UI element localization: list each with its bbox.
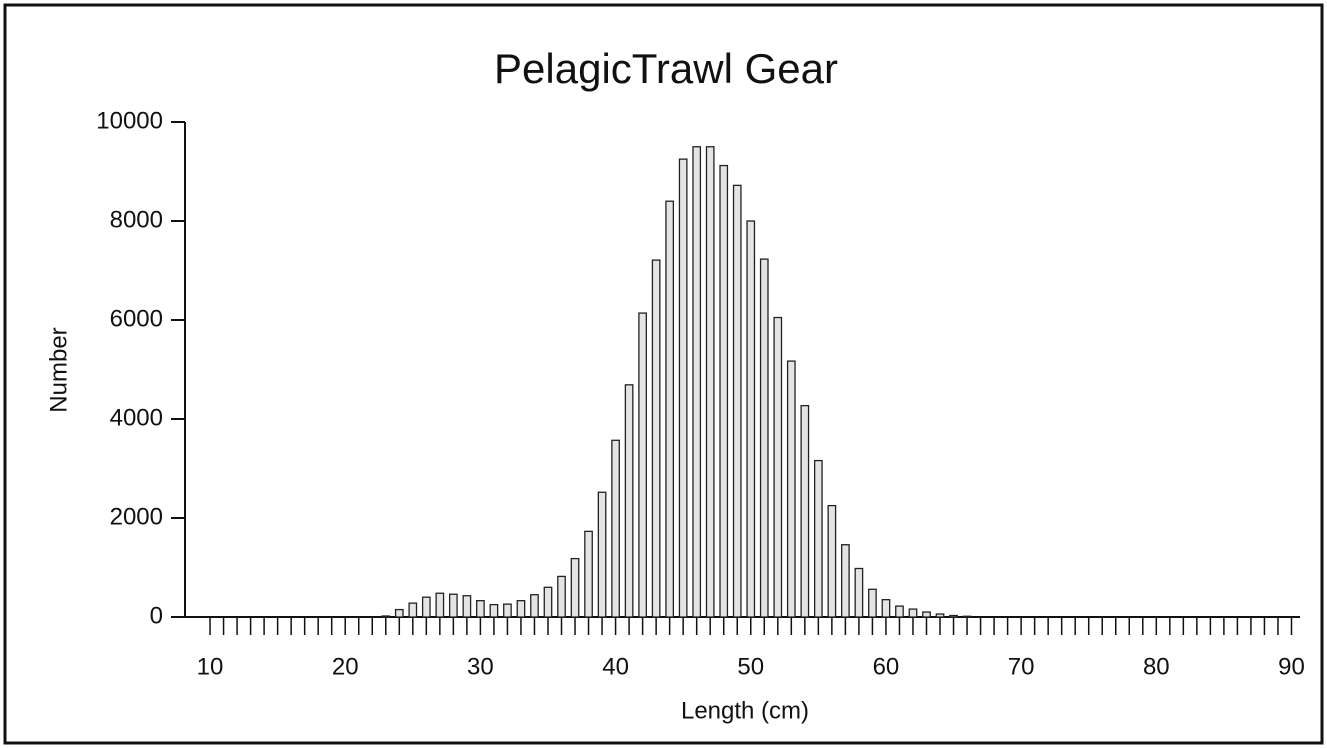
bar	[543, 586, 553, 618]
y-tick-label: 6000	[110, 305, 163, 332]
bar	[462, 595, 472, 618]
y-tick-label: 0	[150, 602, 163, 629]
bar	[705, 146, 715, 618]
x-tick-label: 90	[1278, 653, 1305, 680]
bar	[381, 615, 391, 618]
x-tick-label: 50	[737, 653, 764, 680]
x-tick-label: 20	[332, 653, 359, 680]
bar	[530, 594, 539, 618]
bar	[651, 259, 661, 618]
bar	[895, 605, 904, 618]
x-tick-label: 60	[873, 653, 900, 680]
bar	[624, 384, 634, 618]
bar	[489, 603, 499, 618]
bar	[719, 164, 729, 618]
bar	[394, 608, 404, 618]
bar	[854, 567, 864, 618]
bar	[611, 439, 620, 618]
bar	[421, 596, 431, 618]
bar	[448, 593, 458, 618]
bar	[881, 599, 891, 618]
x-tick-label: 40	[602, 653, 629, 680]
y-axis-label: Number	[45, 327, 72, 412]
x-tick-label: 10	[197, 653, 224, 680]
bar	[665, 200, 675, 618]
bar	[800, 404, 810, 618]
bar	[597, 491, 607, 618]
bar	[516, 600, 526, 618]
bar	[922, 611, 931, 618]
bar	[868, 588, 877, 618]
bar	[557, 575, 566, 618]
bar	[813, 459, 823, 618]
x-tick-label: 80	[1143, 653, 1170, 680]
bar	[408, 602, 418, 618]
bar	[638, 312, 647, 618]
bar	[962, 615, 972, 618]
bar	[949, 614, 958, 618]
bar	[476, 600, 485, 618]
bar	[827, 504, 837, 618]
y-tick-label: 4000	[110, 404, 163, 431]
bar	[678, 158, 688, 618]
bar	[759, 258, 769, 618]
bar	[503, 603, 512, 618]
bar	[746, 220, 756, 618]
frame	[3, 3, 1324, 745]
bar	[570, 557, 580, 618]
y-tick-label: 8000	[110, 206, 163, 233]
bar	[692, 146, 702, 618]
x-tick-label: 70	[1008, 653, 1035, 680]
y-tick-label: 10000	[96, 107, 163, 134]
bar	[732, 184, 742, 618]
bar	[841, 544, 850, 618]
bar	[786, 360, 796, 618]
y-tick-label: 2000	[110, 503, 163, 530]
bar	[584, 530, 593, 618]
bar	[773, 316, 783, 618]
x-axis-label: Length (cm)	[681, 697, 809, 724]
bar	[935, 613, 945, 618]
bar	[908, 608, 918, 618]
bar	[435, 592, 445, 618]
x-tick-label: 30	[467, 653, 494, 680]
chart-title: PelagicTrawl Gear	[494, 45, 838, 92]
